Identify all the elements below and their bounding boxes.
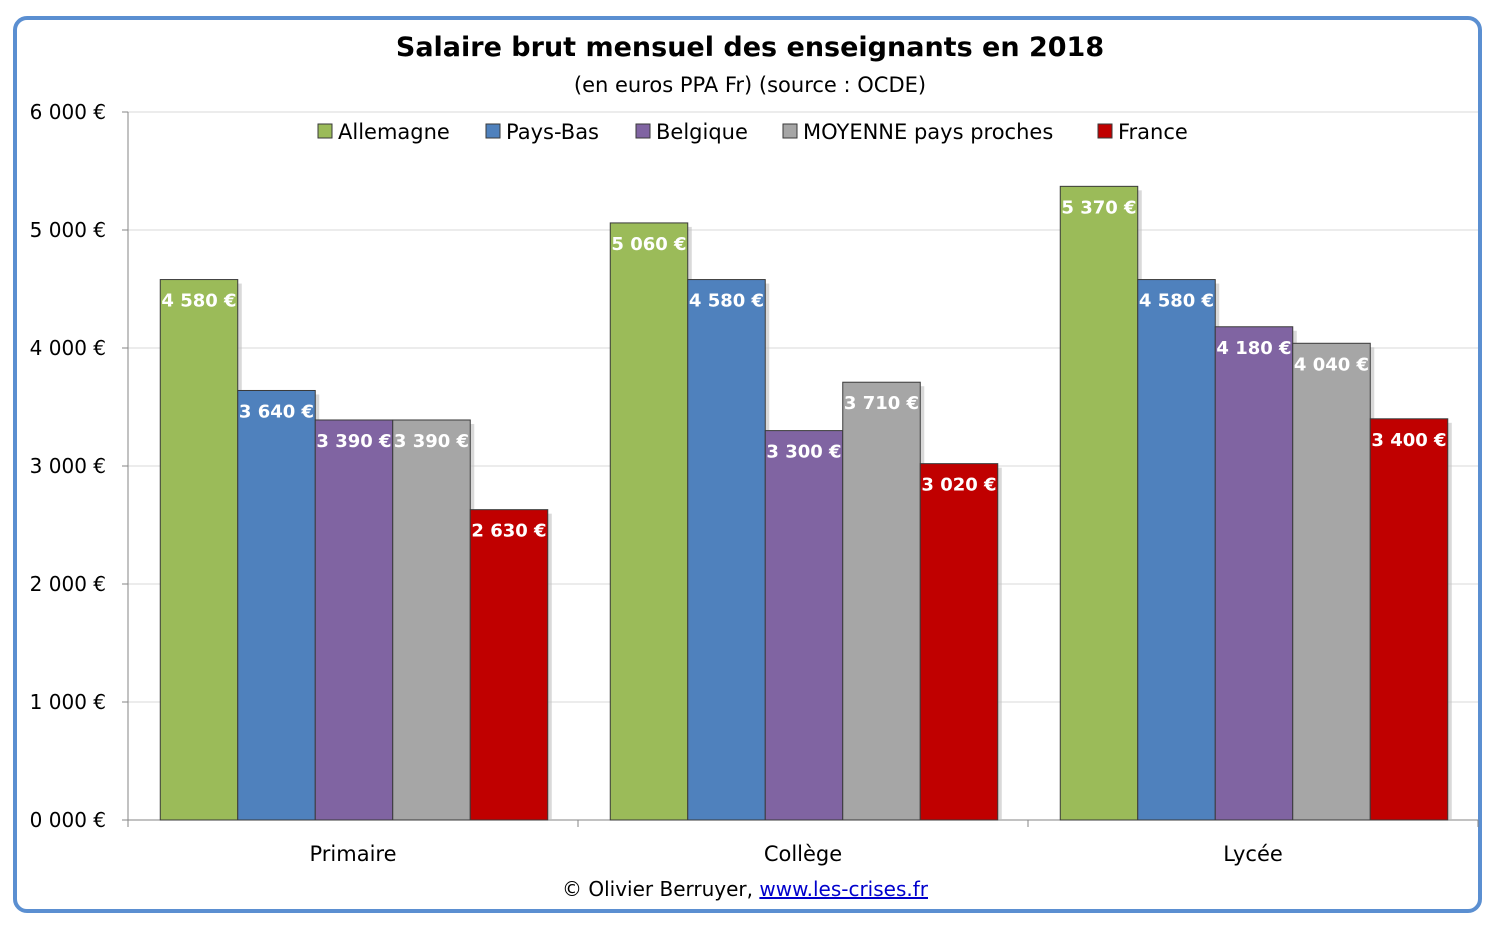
legend-label: Allemagne (338, 120, 450, 144)
bar-value-label: 3 020 € (921, 475, 996, 496)
bars: 4 580 €3 640 €3 390 €3 390 €2 630 €5 060… (159, 185, 1452, 821)
bar-value-label: 4 040 € (1294, 354, 1369, 375)
y-tick-label: 4 000 € (30, 336, 106, 360)
bar (609, 222, 689, 821)
copyright-text: © Olivier Berruyer, (561, 877, 760, 901)
bar-value-label: 3 300 € (766, 442, 841, 463)
bar (314, 419, 394, 821)
legend-swatch (635, 123, 651, 139)
bar (1137, 279, 1216, 821)
bar-value-label: 5 370 € (1061, 197, 1136, 218)
bar (1369, 418, 1449, 821)
legend-label: France (1118, 120, 1188, 144)
bar (1214, 326, 1294, 821)
bar (919, 463, 999, 821)
bar (1059, 185, 1139, 821)
bar (469, 509, 549, 821)
bar (392, 419, 471, 821)
bar-value-label: 4 580 € (1139, 291, 1214, 312)
bar-value-label: 4 580 € (161, 291, 236, 312)
bar (687, 279, 766, 821)
bar-value-label: 4 180 € (1216, 338, 1291, 359)
y-tick-label: 3 000 € (30, 454, 106, 478)
bar-value-label: 3 390 € (316, 431, 391, 452)
legend-label: Pays-Bas (506, 120, 599, 144)
legend-swatch (782, 123, 798, 139)
y-tick-label: 5 000 € (30, 218, 106, 242)
chart-title: Salaire brut mensuel des enseignants en … (395, 32, 1105, 63)
bar-value-label: 3 390 € (394, 431, 469, 452)
y-tick-label: 2 000 € (30, 572, 106, 596)
y-tick-label: 1 000 € (30, 690, 106, 714)
bar-value-label: 3 640 € (239, 401, 314, 422)
footer-credit: © Olivier Berruyer, www.les-crises.fr (0, 877, 1490, 901)
bar (764, 430, 844, 821)
axes: 0 000 € 1 000 € 2 000 € 3 000 € 4 000 € 5 000… (30, 100, 1479, 866)
source-link[interactable]: www.les-crises.fr (759, 877, 928, 901)
bar-value-label: 4 580 € (689, 291, 764, 312)
legend-swatch (317, 123, 333, 139)
category-label: Collège (764, 842, 842, 866)
bar (159, 279, 239, 821)
bar-value-label: 3 400 € (1371, 430, 1446, 451)
legend-label: MOYENNE pays proches (803, 120, 1053, 144)
bar-value-label: 2 630 € (471, 521, 546, 542)
bar (237, 389, 316, 821)
bar-value-label: 3 710 € (844, 393, 919, 414)
legend-label: Belgique (656, 120, 748, 144)
bar-value-label: 5 060 € (611, 234, 686, 255)
bar (842, 381, 921, 821)
chart-subtitle: (en euros PPA Fr) (source : OCDE) (573, 73, 927, 97)
y-tick-label: 0 000 € (30, 808, 106, 832)
bar (1292, 342, 1371, 821)
category-label: Primaire (309, 842, 396, 866)
legend: Allemagne Pays-Bas Belgique MOYENNE pays pr… (317, 120, 1188, 144)
category-label: Lycée (1223, 842, 1283, 866)
y-tick-label: 6 000 € (30, 100, 106, 124)
legend-swatch (1097, 123, 1113, 139)
legend-swatch (485, 123, 501, 139)
